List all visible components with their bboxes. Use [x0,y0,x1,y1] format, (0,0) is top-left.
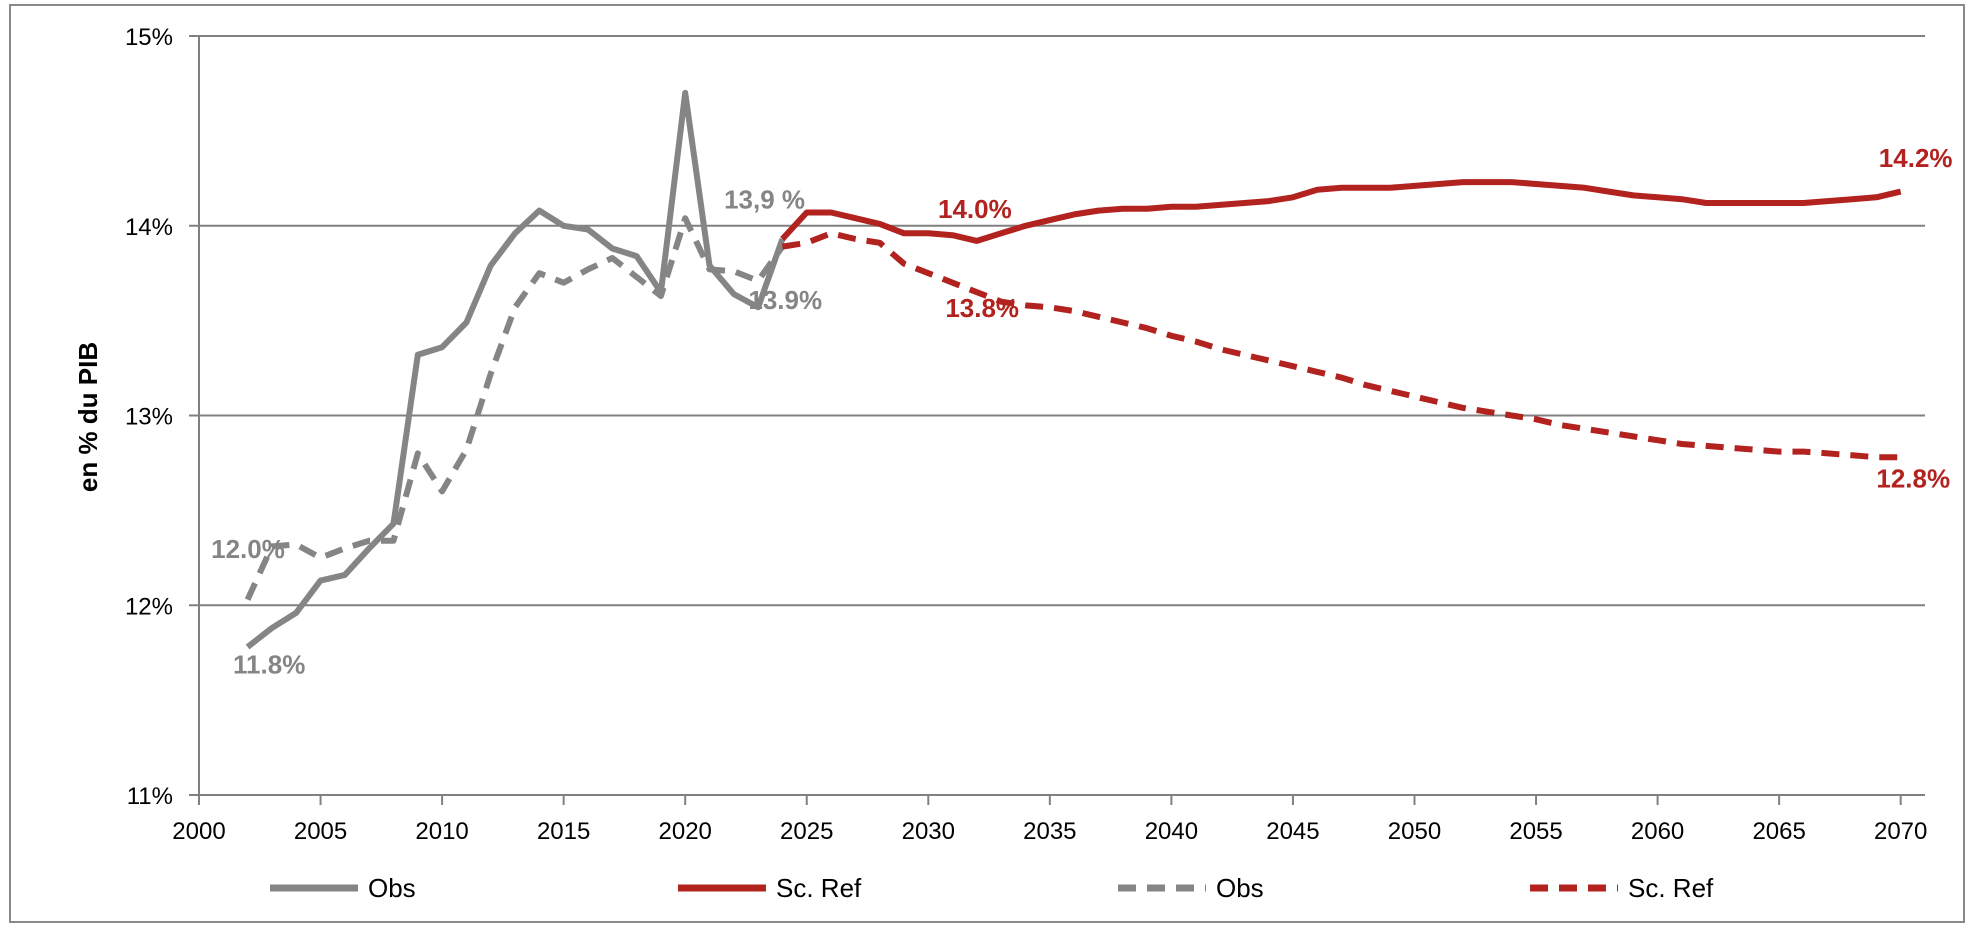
series-layer [244,89,1902,650]
annotation-layer: 12.0% 11.8% 13,9 % 13.9% 14.0% 13.8% 14.2% 12.8… [211,143,1952,680]
legend-label: Obs [1216,873,1264,903]
series-line-dashed-3 [244,215,785,601]
data-label: 14.0% [938,194,1012,224]
y-tick-label: 15% [125,24,173,51]
y-tick-label: 13% [125,404,173,431]
legend: Obs Sc. Ref Obs Sc. Ref [270,873,1714,903]
series-line-solid-2 [780,179,1902,244]
grid-layer [199,35,1925,607]
data-label: 12.8% [1876,464,1950,494]
legend-label: Sc. Ref [1628,873,1714,903]
x-tick-label: 2070 [1874,818,1927,845]
y-tick-label: 12% [125,593,173,620]
data-label: 13.8% [945,293,1019,323]
x-tick-label: 2040 [1145,818,1198,845]
series-line-solid-1 [245,89,786,650]
data-label: 12.0% [211,534,285,564]
y-tick-label: 11% [127,783,173,810]
x-tick-label: 2000 [172,818,225,845]
y-tick-label: 14% [125,214,173,241]
legend-label: Obs [368,873,416,903]
axis-layer: 11% 12% 13% 14% 15% 2000 2005 2010 2015 2020 2025 2… [125,24,1927,845]
x-tick-label: 2010 [415,818,468,845]
x-tick-label: 2025 [780,818,833,845]
y-axis-title: en % du PIB [73,342,103,492]
data-label: 13.9% [748,285,822,315]
x-tick-label: 2020 [659,818,712,845]
x-tick-label: 2055 [1509,818,1562,845]
x-tick-label: 2030 [902,818,955,845]
chart-border [9,4,1965,923]
legend-label: Sc. Ref [776,873,862,903]
x-tick-label: 2015 [537,818,590,845]
x-tick-label: 2035 [1023,818,1076,845]
data-label: 14.2% [1879,143,1953,173]
x-tick-label: 2045 [1266,818,1319,845]
data-label: 13,9 % [724,185,805,215]
series-line-dashed-4 [781,230,1901,461]
x-tick-label: 2060 [1631,818,1684,845]
x-tick-label: 2065 [1752,818,1805,845]
x-tick-label: 2050 [1388,818,1441,845]
x-tick-label: 2005 [294,818,347,845]
data-label: 11.8% [233,650,305,680]
